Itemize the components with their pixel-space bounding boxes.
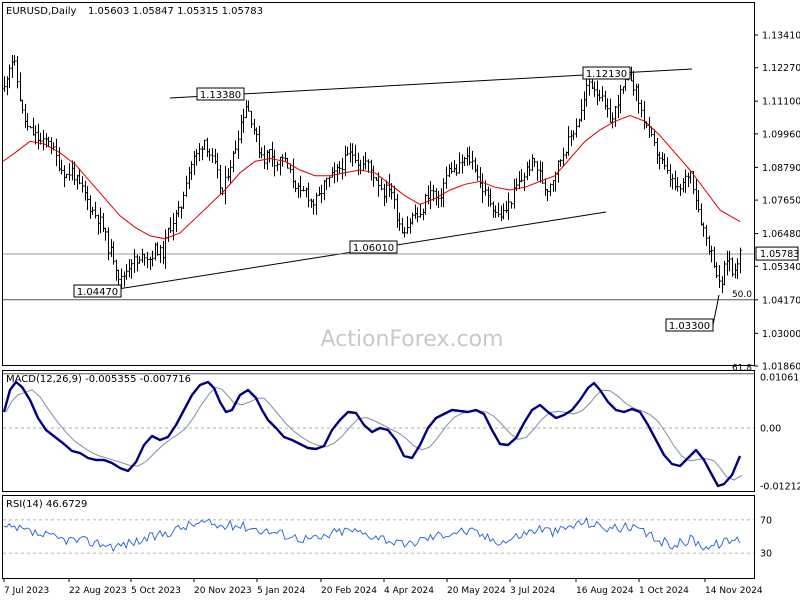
x-tick-label: 7 Jul 2023 — [4, 586, 49, 596]
rsi-title: RSI(14) 46.6729 — [6, 499, 87, 510]
fib-label: 50.0 — [732, 290, 752, 300]
x-tick-label: 20 May 2024 — [447, 586, 506, 596]
x-tick-label: 20 Feb 2024 — [321, 586, 377, 596]
macd-axis: 0.010618 0.00 -0.01212 — [3, 373, 800, 493]
price-tick-label: 1.05340 — [762, 262, 800, 273]
rsi-line — [3, 516, 741, 553]
macd-panel — [2, 370, 755, 492]
x-tick-label: 16 Aug 2024 — [576, 586, 634, 596]
chart-ohlc: 1.05603 1.05847 1.05315 1.05783 — [88, 6, 263, 17]
x-tick-label: 14 Nov 2024 — [705, 586, 763, 596]
x-tick-label: 20 Nov 2023 — [194, 586, 252, 596]
current-price-box — [755, 246, 799, 261]
rsi-series-line — [3, 516, 741, 553]
rsi-tick-label: 30 — [760, 549, 772, 560]
annotation-label: 1.04470 — [77, 287, 118, 298]
x-tick-label: 5 Oct 2023 — [131, 586, 181, 596]
macd-tick-label: -0.01212 — [760, 482, 800, 493]
x-tick-label: 1 Oct 2024 — [639, 586, 689, 596]
price-tick-label: 1.11100 — [762, 97, 800, 108]
fib-label: 61.8 — [732, 364, 752, 374]
macd-lines — [2, 380, 743, 488]
price-tick-label: 1.07650 — [762, 196, 800, 207]
current-price-label: 1.05783 — [760, 249, 799, 260]
price-tick-label: 1.08790 — [762, 163, 800, 174]
chart-symbol: EURUSD,Daily — [6, 6, 77, 17]
price-bars — [3, 55, 742, 294]
x-axis: 7 Jul 2023 22 Aug 2023 5 Oct 2023 20 Nov 20… — [3, 578, 763, 596]
x-tick-label: 3 Jul 2024 — [510, 586, 555, 596]
annotation-box — [196, 87, 245, 101]
macd-signal-line — [5, 386, 743, 481]
annotation-leader — [712, 294, 720, 326]
price-annotations: 1.13380 1.12130 1.06010 1.04470 1.03300 — [73, 66, 720, 332]
ma-line — [2, 114, 741, 240]
moving-average — [2, 114, 741, 240]
fib-lines: 50.0 61.8 — [3, 290, 754, 375]
price-tick-label: 1.09960 — [762, 129, 800, 140]
price-tick-label: 1.12270 — [762, 63, 800, 74]
annotation-box — [73, 284, 122, 298]
price-axis: 1.13410 1.12270 1.11100 1.09960 1.08790 1.076… — [754, 31, 800, 373]
x-tick-label: 5 Jan 2024 — [257, 586, 305, 596]
current-price-marker: 1.05783 — [755, 246, 799, 261]
rsi-axis: 70 30 — [3, 515, 772, 560]
x-tick-label: 4 Apr 2024 — [384, 586, 434, 596]
annotation-label: 1.06010 — [353, 243, 394, 254]
price-tick-label: 1.04170 — [762, 295, 800, 306]
macd-title: MACD(12,26,9) -0.005355 -0.007716 — [6, 374, 191, 385]
macd-tick-label: 0.010618 — [760, 373, 800, 384]
rsi-tick-label: 70 — [760, 515, 772, 526]
price-tick-label: 1.06480 — [762, 229, 800, 240]
annotation-box — [349, 240, 398, 254]
price-tick-label: 1.01860 — [762, 362, 800, 373]
price-tick-label: 1.03000 — [762, 329, 800, 340]
rsi-panel — [2, 495, 755, 579]
macd-tick-label: 0.00 — [760, 424, 781, 435]
price-panel — [2, 2, 755, 366]
annotation-label: 1.13380 — [200, 90, 241, 101]
macd-main-line — [2, 380, 742, 488]
x-tick-label: 22 Aug 2023 — [69, 586, 127, 596]
annotation-label: 1.03300 — [669, 321, 710, 332]
price-tick-label: 1.13410 — [762, 31, 800, 42]
annotation-box — [582, 66, 631, 80]
watermark: ActionForex.com — [321, 327, 504, 352]
annotation-label: 1.12130 — [586, 69, 627, 80]
